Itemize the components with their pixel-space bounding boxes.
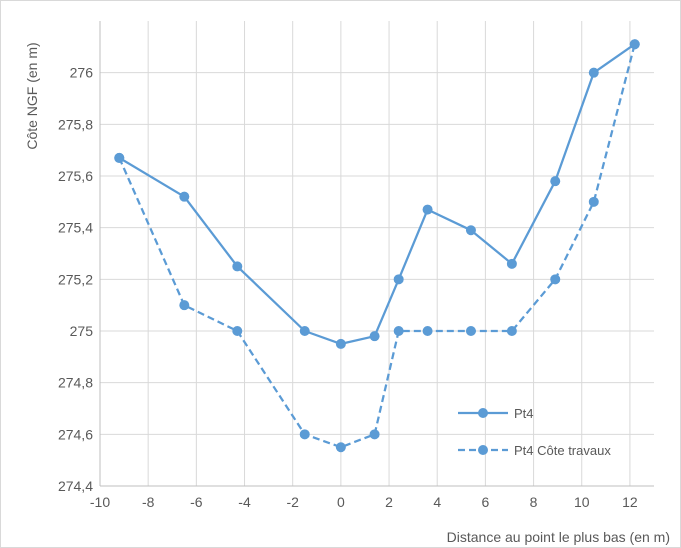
data-point bbox=[506, 326, 517, 336]
legend-marker-pt4-cote-travaux bbox=[478, 445, 488, 455]
data-point bbox=[369, 429, 380, 440]
grid bbox=[99, 21, 654, 487]
series-pt4-cote-travaux bbox=[114, 39, 640, 453]
data-point bbox=[232, 261, 243, 272]
data-point bbox=[179, 300, 190, 311]
x-tick-label: -10 bbox=[90, 494, 110, 510]
data-point bbox=[299, 429, 310, 440]
data-point bbox=[335, 338, 346, 349]
y-tick-label: 275 bbox=[70, 323, 94, 339]
x-tick-label: 4 bbox=[433, 494, 441, 510]
data-point bbox=[335, 442, 346, 453]
legend-marker-pt4 bbox=[478, 408, 488, 418]
y-tick-label: 274,6 bbox=[58, 426, 93, 442]
x-tick-label: 0 bbox=[337, 494, 345, 510]
x-tick-label: 10 bbox=[574, 494, 590, 510]
data-point bbox=[588, 196, 599, 207]
y-tick-label: 275,4 bbox=[58, 220, 93, 236]
data-point bbox=[393, 326, 404, 336]
x-tick-label: -6 bbox=[190, 494, 203, 510]
y-tick-label: 275,8 bbox=[58, 116, 93, 132]
series-pt4 bbox=[114, 39, 640, 349]
x-tick-label: -2 bbox=[286, 494, 299, 510]
data-point bbox=[232, 326, 243, 336]
x-tick-label: 6 bbox=[481, 494, 489, 510]
x-tick-label: 2 bbox=[385, 494, 393, 510]
x-tick-label: 12 bbox=[622, 494, 638, 510]
data-point bbox=[629, 39, 640, 50]
x-tick-label: -8 bbox=[142, 494, 155, 510]
data-point bbox=[393, 274, 404, 285]
series-group bbox=[114, 39, 640, 453]
data-point bbox=[465, 225, 476, 236]
axes bbox=[99, 21, 654, 487]
tick-labels: -10 -8 -6 -4 -2 0 2 4 6 8 10 12 274,4 274,6 274,8 275 27… bbox=[58, 65, 638, 510]
data-point bbox=[465, 326, 476, 336]
x-tick-label: 8 bbox=[530, 494, 538, 510]
x-tick-label: -4 bbox=[238, 494, 251, 510]
y-tick-label: 274,4 bbox=[58, 478, 93, 494]
legend: Pt4 Pt4 Côte travaux bbox=[458, 406, 611, 458]
x-axis-title: Distance au point le plus bas (en m) bbox=[447, 529, 670, 545]
data-point bbox=[369, 331, 380, 342]
y-tick-label: 276 bbox=[70, 65, 94, 81]
data-point bbox=[506, 258, 517, 269]
legend-label-pt4-cote-travaux: Pt4 Côte travaux bbox=[514, 443, 611, 458]
data-point bbox=[550, 274, 561, 285]
data-point bbox=[179, 191, 190, 202]
y-tick-label: 275,2 bbox=[58, 271, 93, 287]
legend-label-pt4: Pt4 bbox=[514, 406, 534, 421]
data-point bbox=[550, 176, 561, 187]
data-point bbox=[422, 204, 433, 215]
y-tick-label: 275,6 bbox=[58, 168, 93, 184]
y-axis-title: Côte NGF (en m) bbox=[24, 42, 40, 149]
data-point bbox=[588, 67, 599, 78]
y-tick-label: 274,8 bbox=[58, 375, 93, 391]
data-point bbox=[299, 326, 310, 336]
data-point bbox=[114, 152, 125, 163]
data-point bbox=[422, 326, 433, 336]
